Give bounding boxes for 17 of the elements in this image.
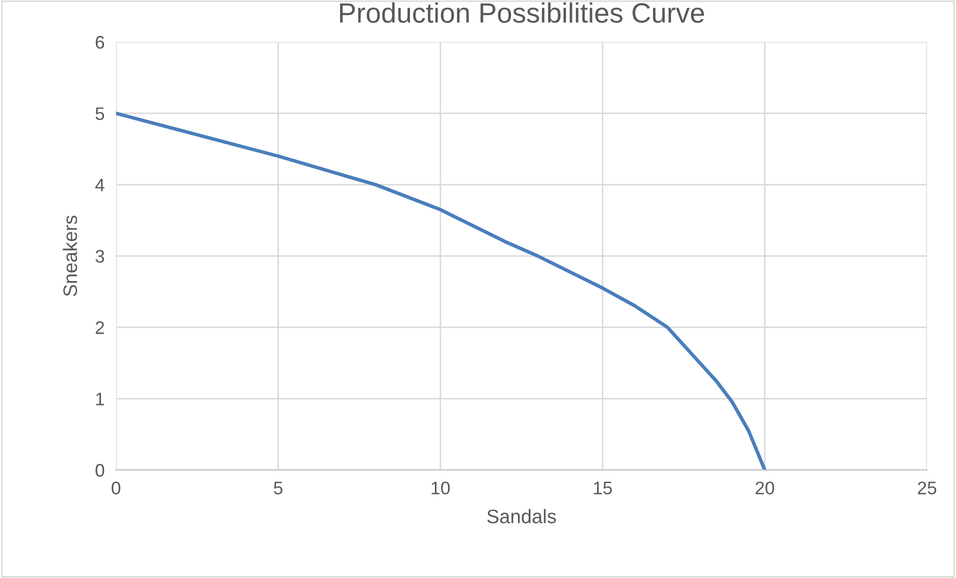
x-tick-label: 20 bbox=[756, 482, 774, 494]
x-tick-label: 10 bbox=[432, 482, 450, 494]
y-tick-label: 6 bbox=[96, 36, 104, 49]
y-tick-label: 2 bbox=[96, 321, 104, 334]
y-tick-label: 5 bbox=[96, 107, 104, 120]
x-tick-label: 5 bbox=[274, 482, 282, 494]
y-tick-label: 4 bbox=[95, 178, 104, 192]
x-tick-label: 0 bbox=[112, 482, 120, 494]
x-axis-title: Sandals bbox=[487, 509, 556, 524]
x-tick-label: 15 bbox=[594, 482, 612, 494]
y-tick-label: 1 bbox=[96, 392, 104, 406]
x-tick-label: 25 bbox=[918, 482, 936, 494]
line-series bbox=[116, 112, 767, 470]
y-tick-label: 0 bbox=[96, 464, 104, 477]
y-tick-label: 3 bbox=[96, 250, 104, 263]
chart-title: Production Possibilities Curve bbox=[340, 2, 704, 23]
y-axis-title: Sneakers bbox=[62, 216, 78, 296]
